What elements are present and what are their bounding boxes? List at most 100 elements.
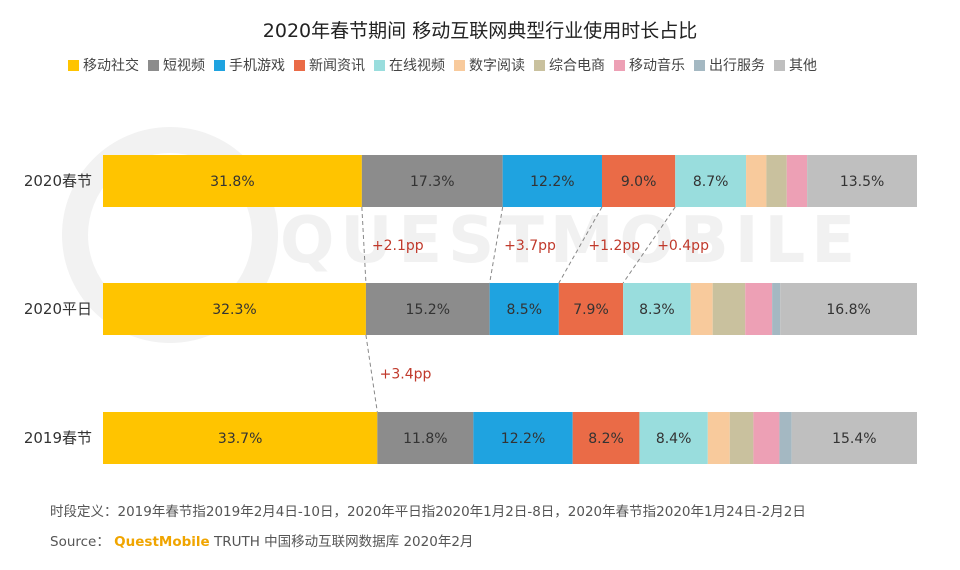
data-label: 8.3% xyxy=(639,302,675,318)
bar-segment xyxy=(779,412,792,464)
bar-segment xyxy=(103,283,366,335)
category-label: 2020春节 xyxy=(24,172,92,190)
legend-item: 数字阅读 xyxy=(454,57,525,74)
bar-segment xyxy=(753,412,780,464)
bars: 31.8% 17.3% 12.2% 9.0% 8.7% 13.5% 32.3% 15.2% 8.… xyxy=(103,155,917,464)
legend-item: 短视频 xyxy=(148,58,205,74)
legend-swatch xyxy=(694,60,705,71)
difference-connector xyxy=(622,206,676,284)
bar-segment xyxy=(489,283,559,335)
legend-item: 移动音乐 xyxy=(614,57,685,74)
difference-connector xyxy=(558,206,603,284)
legend-swatch xyxy=(774,60,785,71)
legend-label: 手机游戏 xyxy=(229,58,285,74)
legend-label: 数字阅读 xyxy=(469,57,525,74)
legend-swatch xyxy=(148,60,159,71)
legend-swatch xyxy=(294,60,305,71)
difference-label: +3.7pp xyxy=(504,238,556,254)
bar-segment xyxy=(745,283,773,335)
source-prefix: Source： xyxy=(50,534,110,550)
data-label: 13.5% xyxy=(840,174,884,190)
legend-label: 移动音乐 xyxy=(629,57,685,74)
legend-item: 在线视频 xyxy=(374,58,445,74)
data-label: 15.4% xyxy=(832,431,876,447)
legend-item: 新闻资讯 xyxy=(294,58,365,74)
legend-label: 在线视频 xyxy=(389,58,445,74)
period-definition-note: 时段定义：2019年春节指2019年2月4日-10日，2020年平日指2020年… xyxy=(50,504,806,520)
data-label: 8.4% xyxy=(656,431,692,447)
difference-connector xyxy=(361,206,367,284)
bar-segment xyxy=(361,155,503,207)
legend-label: 新闻资讯 xyxy=(309,58,365,74)
legend-swatch xyxy=(614,60,625,71)
bar-segment xyxy=(377,412,474,464)
bar-segment xyxy=(601,155,676,207)
bar-segment xyxy=(675,155,747,207)
difference-connector xyxy=(365,334,378,413)
legend-label: 短视频 xyxy=(163,58,205,74)
legend-label: 其他 xyxy=(789,58,817,74)
legend-swatch xyxy=(374,60,385,71)
legend-item: 移动社交 xyxy=(68,57,139,74)
bar-segment xyxy=(707,412,730,464)
bar-segment xyxy=(623,283,691,335)
bar-segment xyxy=(729,412,754,464)
bar-segment xyxy=(780,283,917,335)
legend-item: 出行服务 xyxy=(694,58,765,74)
brand-name: QuestMobile xyxy=(114,534,210,550)
data-label: 16.8% xyxy=(826,302,870,318)
legend-swatch xyxy=(68,60,79,71)
category-label: 2020平日 xyxy=(24,300,92,318)
category-labels: 2020春节 2020平日 2019春节 xyxy=(24,172,92,447)
data-label: 31.8% xyxy=(210,174,254,190)
data-label: 15.2% xyxy=(406,302,450,318)
bar-segment xyxy=(690,283,713,335)
legend-label: 综合电商 xyxy=(549,58,605,74)
bar-segment xyxy=(639,412,708,464)
data-label: 12.2% xyxy=(501,431,545,447)
difference-label: +1.2pp xyxy=(588,238,640,254)
watermark-text: QUESTMOBILE xyxy=(280,204,861,278)
bar-segment xyxy=(502,155,602,207)
source-suffix: TRUTH 中国移动互联网数据库 2020年2月 xyxy=(209,534,474,550)
bar-segment xyxy=(103,155,362,207)
data-label: 8.5% xyxy=(506,302,542,318)
legend-item: 手机游戏 xyxy=(214,58,285,74)
difference-label: +2.1pp xyxy=(372,238,424,254)
data-label: 33.7% xyxy=(218,431,262,447)
data-label: 17.3% xyxy=(410,174,454,190)
stacked-bar-chart: QUESTMOBILE 2020年春节期间 移动互联网典型行业使用时长占比 移动… xyxy=(24,20,917,464)
data-label: 8.2% xyxy=(588,431,624,447)
legend-swatch xyxy=(454,60,465,71)
bar-segment xyxy=(791,412,917,464)
legend-label: 移动社交 xyxy=(83,57,139,74)
data-label: 11.8% xyxy=(403,431,447,447)
bar-segment xyxy=(772,283,781,335)
difference-label: +0.4pp xyxy=(657,238,709,254)
legend-label: 出行服务 xyxy=(709,58,765,74)
bar-segment xyxy=(712,283,746,335)
bar-segment xyxy=(746,155,767,207)
bar-segment xyxy=(572,412,640,464)
difference-connectors xyxy=(361,206,676,413)
bar-segment xyxy=(103,412,378,464)
legend-swatch xyxy=(534,60,545,71)
difference-labels: +2.1pp +3.7pp +1.2pp +0.4pp +3.4pp xyxy=(372,238,709,383)
bar-segment xyxy=(473,412,573,464)
category-label: 2019春节 xyxy=(24,429,92,447)
legend-swatch xyxy=(214,60,225,71)
chart-title: 2020年春节期间 移动互联网典型行业使用时长占比 xyxy=(263,20,697,42)
bar-segment xyxy=(766,155,787,207)
data-label: 9.0% xyxy=(621,174,657,190)
bar-segment xyxy=(786,155,808,207)
data-label: 32.3% xyxy=(212,302,256,318)
legend-item: 综合电商 xyxy=(534,58,605,74)
difference-connector xyxy=(489,206,504,284)
legend: 移动社交 短视频 手机游戏 新闻资讯 在线视频 数字阅读 综合电商 移动音乐 出行服务 其他 xyxy=(68,57,817,74)
source-line: Source： QuestMobile TRUTH 中国移动互联网数据库 202… xyxy=(50,530,473,550)
bar-segment xyxy=(365,283,490,335)
data-label: 8.7% xyxy=(693,174,729,190)
legend-item: 其他 xyxy=(774,58,817,74)
data-label: 7.9% xyxy=(573,302,609,318)
bar-segment xyxy=(558,283,624,335)
